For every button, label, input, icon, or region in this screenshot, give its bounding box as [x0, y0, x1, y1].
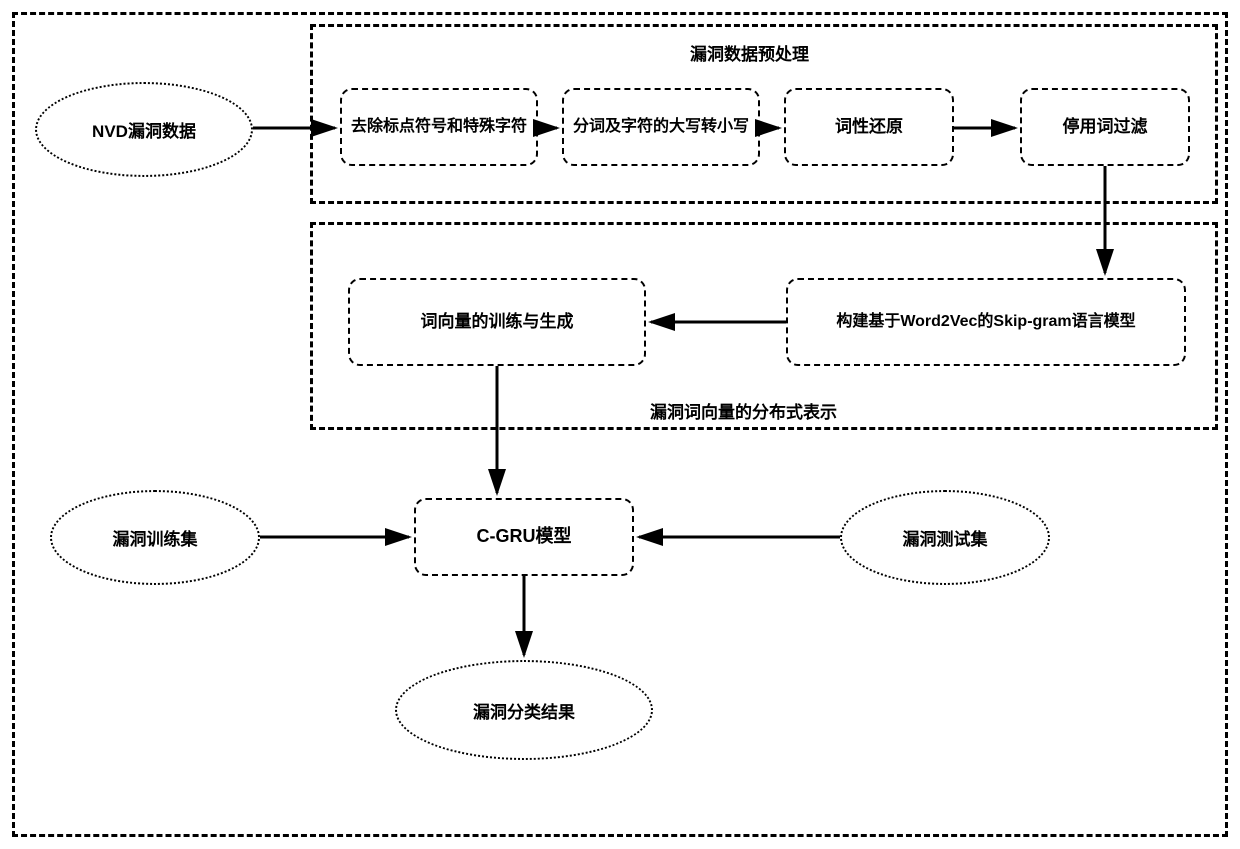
node-wv-model: 构建基于Word2Vec的Skip-gram语言模型	[786, 278, 1186, 366]
node-tokenize-lowercase: 分词及字符的大写转小写	[562, 88, 760, 166]
node-test-set: 漏洞测试集	[840, 490, 1050, 585]
node-stopword-filter: 停用词过滤	[1020, 88, 1190, 166]
node-train-set: 漏洞训练集	[50, 490, 260, 585]
node-remove-punct: 去除标点符号和特殊字符	[340, 88, 538, 166]
node-lemmatize: 词性还原	[784, 88, 954, 166]
diagram-canvas: 漏洞数据预处理 漏洞词向量的分布式表示 NVD漏洞数据 去除标点符号和特殊字符 …	[0, 0, 1240, 849]
node-cgru-model: C-GRU模型	[414, 498, 634, 576]
preprocess-title: 漏洞数据预处理	[690, 40, 809, 65]
embedding-title: 漏洞词向量的分布式表示	[650, 398, 837, 423]
node-nvd-data: NVD漏洞数据	[35, 82, 253, 177]
node-wv-train: 词向量的训练与生成	[348, 278, 646, 366]
node-result: 漏洞分类结果	[395, 660, 653, 760]
